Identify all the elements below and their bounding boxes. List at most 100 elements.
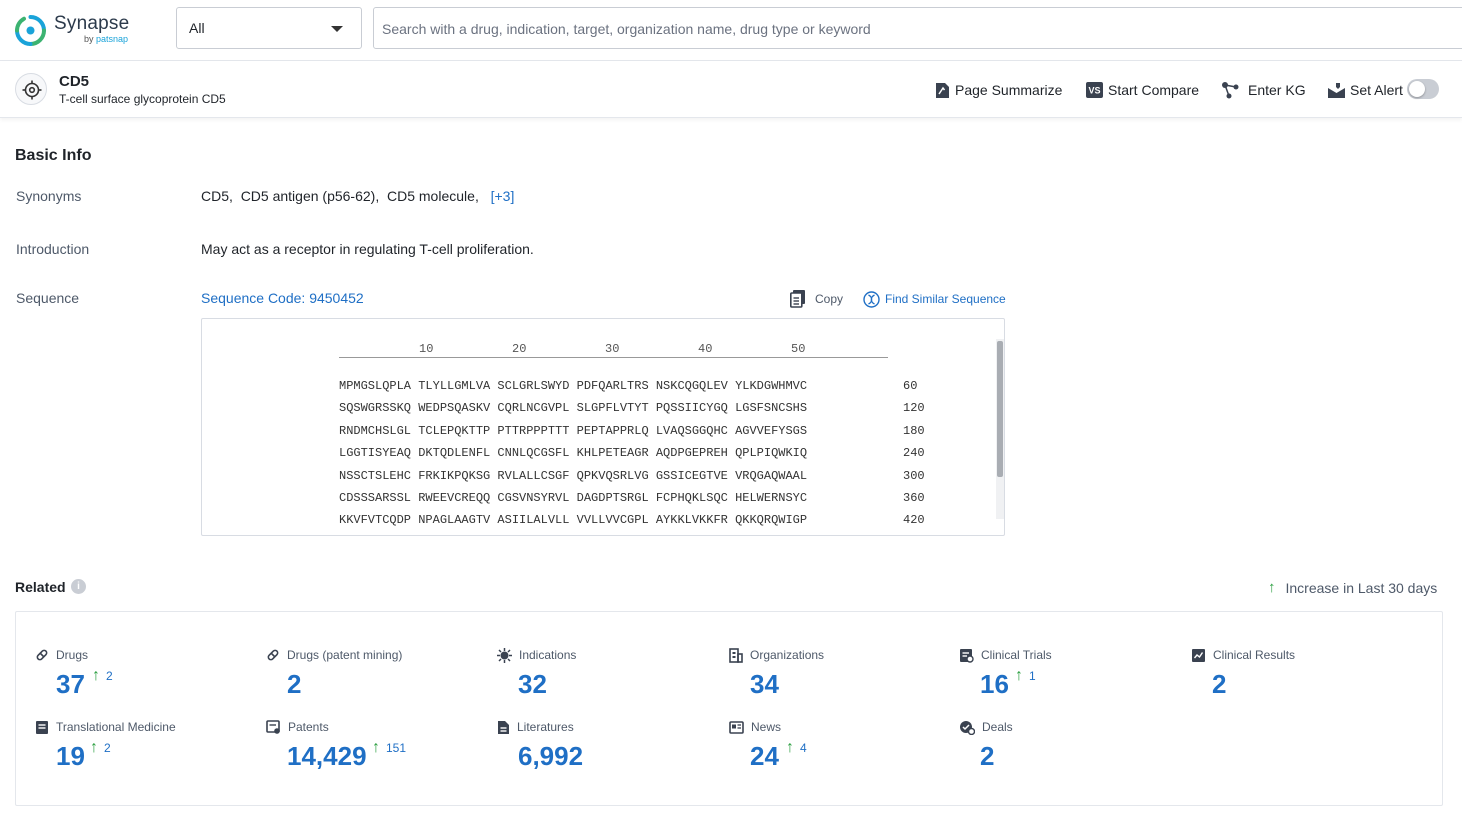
search-input[interactable] — [382, 18, 1382, 40]
stat-increase: ↑2 — [92, 669, 113, 683]
stat-value[interactable]: 32 — [518, 669, 547, 700]
increase-arrow-icon: ↑ — [1268, 579, 1276, 596]
stat-label: Drugs — [56, 648, 88, 662]
page-subtitle: T-cell surface glycoprotein CD5 — [59, 92, 226, 106]
stat-organizations[interactable]: Organizations 34 — [729, 647, 949, 707]
search-box[interactable] — [373, 7, 1462, 49]
stat-increase-value: 4 — [800, 741, 807, 755]
stat-indications[interactable]: Indications 32 — [497, 647, 717, 707]
stat-drugs-patent-mining[interactable]: Drugs (patent mining) 2 — [266, 647, 486, 707]
row-end: 300 — [903, 469, 925, 483]
ruler-tick: 40 — [698, 342, 712, 356]
stat-head: Clinical Results — [1191, 647, 1295, 663]
newspaper-icon — [729, 721, 744, 734]
stat-clinical-trials[interactable]: Clinical Trials 16 ↑1 — [959, 647, 1179, 707]
stat-value[interactable]: 2 — [1212, 669, 1226, 700]
pill-icon — [266, 648, 280, 662]
row-end: 420 — [903, 513, 925, 527]
search-scope-value: All — [189, 20, 205, 36]
stat-value[interactable]: 2 — [980, 741, 994, 772]
find-similar-sequence-button[interactable]: Find Similar Sequence — [863, 290, 1006, 308]
chevron-down-icon — [331, 26, 343, 32]
stat-value[interactable]: 2 — [287, 669, 301, 700]
byline-brand: patsnap — [96, 34, 128, 44]
stat-increase-value: 2 — [106, 669, 113, 683]
stat-head: Drugs — [35, 647, 88, 663]
alert-icon — [1328, 83, 1345, 98]
sequence-viewer[interactable]: 1020304050 1MPMGSLQPLA TLYLLGMLVA SCLGRL… — [201, 318, 1005, 536]
ruler-tick: 20 — [512, 342, 526, 356]
svg-text:VS: VS — [1088, 86, 1100, 96]
increase-arrow-icon: ↑ — [90, 741, 98, 755]
stat-value[interactable]: 19 — [56, 741, 85, 772]
stat-value[interactable]: 14,429 — [287, 741, 367, 772]
building-icon — [729, 648, 743, 663]
start-compare-button[interactable]: VS Start Compare — [1086, 80, 1199, 100]
app-byline: by patsnap — [84, 34, 128, 44]
stat-patents[interactable]: Patents 14,429 ↑151 — [266, 719, 486, 779]
enter-kg-button[interactable]: Enter KG — [1221, 80, 1306, 100]
stat-value[interactable]: 24 — [750, 741, 779, 772]
byline-prefix: by — [84, 34, 96, 44]
synonym: CD5 antigen (p56-62) — [241, 188, 376, 204]
stat-translational-medicine[interactable]: Translational Medicine 19 ↑2 — [35, 719, 255, 779]
knowledge-graph-icon — [1221, 81, 1241, 99]
synapse-logo[interactable]: Synapse by patsnap — [14, 12, 144, 48]
stat-head: Translational Medicine — [35, 719, 176, 735]
copy-button[interactable]: Copy — [790, 290, 843, 308]
synonyms-more-link[interactable]: [+3] — [491, 188, 515, 204]
clipboard-icon — [959, 648, 974, 663]
row-end: 240 — [903, 446, 925, 460]
copy-label: Copy — [815, 292, 843, 306]
dna-search-icon — [863, 291, 880, 308]
row-residues: LGGTISYEAQ DKTQDLENFL CNNLQCGSFL KHLPETE… — [339, 446, 807, 460]
row-residues: CDSSSARSSL RWEEVCREQQ CGSVNSYRVL DAGDPTS… — [339, 491, 807, 505]
set-alert-toggle[interactable] — [1407, 79, 1439, 99]
top-bar: Synapse by patsnap All — [0, 0, 1462, 61]
page-summarize-label: Page Summarize — [955, 82, 1062, 98]
stat-deals[interactable]: Deals 2 — [959, 719, 1179, 779]
virus-icon — [497, 648, 512, 663]
stat-head: Literatures — [497, 719, 574, 735]
related-title: Related — [15, 579, 66, 595]
stat-news[interactable]: News 24 ↑ 4 — [729, 719, 949, 779]
find-similar-label: Find Similar Sequence — [885, 292, 1006, 306]
stat-clinical-results[interactable]: Clinical Results 2 — [1191, 647, 1411, 707]
stat-head: Organizations — [729, 647, 824, 663]
summarize-icon — [935, 82, 950, 99]
stat-value[interactable]: 37 — [56, 669, 85, 700]
page-summarize-button[interactable]: Page Summarize — [935, 80, 1062, 100]
increase-arrow-icon: ↑ — [372, 741, 380, 755]
sequence-scrollbar-thumb[interactable] — [997, 341, 1003, 477]
set-alert-button[interactable]: Set Alert — [1328, 80, 1403, 100]
ruler-line — [339, 357, 888, 358]
page-title: CD5 — [59, 73, 89, 90]
stat-label: Drugs (patent mining) — [287, 648, 402, 662]
stat-value[interactable]: 34 — [750, 669, 779, 700]
info-icon[interactable]: i — [71, 579, 86, 594]
synonym: CD5 molecule — [387, 188, 475, 204]
synonyms-label: Synonyms — [16, 188, 81, 204]
increase-legend-label: Increase in Last 30 days — [1286, 580, 1438, 596]
stat-label: Clinical Trials — [981, 648, 1052, 662]
stat-drugs[interactable]: Drugs 37 ↑2 — [35, 647, 255, 707]
stat-head: Drugs (patent mining) — [266, 647, 402, 663]
stat-increase-value: 1 — [1029, 669, 1036, 683]
app-name: Synapse — [54, 13, 129, 35]
stat-label: Indications — [519, 648, 576, 662]
row-end: 180 — [903, 424, 925, 438]
increase-arrow-icon: ↑ — [786, 741, 794, 755]
sequence-code-link[interactable]: Sequence Code: 9450452 — [201, 290, 364, 306]
search-scope-select[interactable]: All — [176, 7, 362, 49]
stat-value[interactable]: 6,992 — [518, 741, 583, 772]
stat-value[interactable]: 16 — [980, 669, 1009, 700]
stat-literatures[interactable]: Literatures 6,992 — [497, 719, 717, 779]
stat-head: Deals — [959, 719, 1013, 735]
row-end: 60 — [903, 379, 917, 393]
stat-head: Clinical Trials — [959, 647, 1052, 663]
row-residues: NSSCTSLEHC FRKIKPQKSG RVLALLCSGF QPKVQSR… — [339, 469, 807, 483]
handshake-icon — [959, 720, 975, 735]
row-residues: MPMGSLQPLA TLYLLGMLVA SCLGRLSWYD PDFQARL… — [339, 379, 807, 393]
stat-label: News — [751, 720, 781, 734]
sequence-content: 1020304050 1MPMGSLQPLA TLYLLGMLVA SCLGRL… — [202, 319, 992, 535]
